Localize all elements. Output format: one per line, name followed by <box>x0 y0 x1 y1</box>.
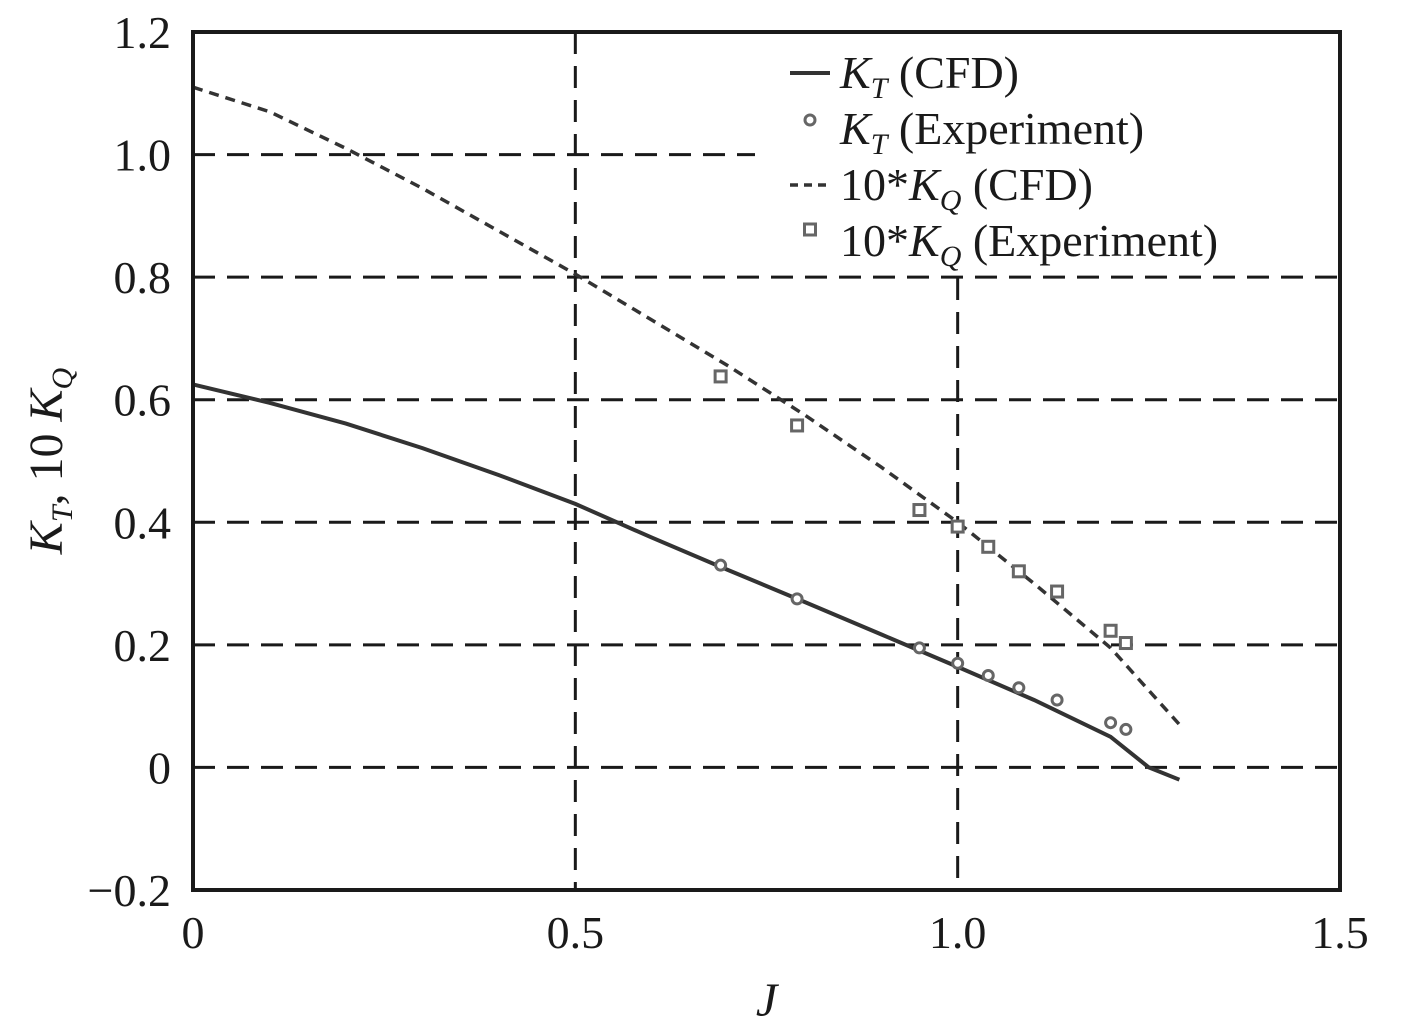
y-axis-title: KT, 10 KQ <box>20 367 79 555</box>
legend-subscript: T <box>871 128 890 161</box>
y-tick-label: 1.0 <box>114 130 172 181</box>
kq-experiment-point <box>1011 564 1026 579</box>
kq-experiment-point <box>981 539 996 554</box>
legend-suffix: (Experiment) <box>961 215 1218 266</box>
y-axis-symbol-2: K <box>20 386 73 422</box>
kq-experiment-point <box>1050 584 1065 599</box>
legend-suffix: (Experiment) <box>887 103 1144 154</box>
legend-symbol: K <box>839 47 873 98</box>
kt-experiment-point <box>981 669 995 682</box>
x-tick-label: 1.0 <box>929 907 987 958</box>
axis-ticks: 0 0.5 1.0 1.5−0.200.20.40.60.81.01.2 <box>88 7 1369 958</box>
kt-cfd-line <box>192 382 1181 782</box>
kq-experiment-point <box>1103 623 1118 638</box>
plot-series <box>192 85 1181 782</box>
plot-frame <box>191 30 1342 892</box>
kt-experiment-point <box>1104 716 1118 730</box>
kt-experiment-point <box>951 656 965 670</box>
legend-label: KT (Experiment) <box>839 103 1144 161</box>
kq-experiment-point <box>1118 636 1133 651</box>
y-tick-label: 0.6 <box>114 375 172 426</box>
y-tick-label: 0.2 <box>114 620 172 671</box>
legend-swatch-kt-experiment <box>803 113 817 127</box>
kq-experiment-point <box>713 369 728 384</box>
kt-experiment-point <box>1050 693 1064 707</box>
kt-experiment-point <box>714 558 728 572</box>
x-tick-label: 1.5 <box>1311 907 1369 958</box>
kq-cfd-line <box>192 85 1181 726</box>
kt-experiment-point <box>1012 681 1026 695</box>
legend-symbol: K <box>908 215 942 266</box>
y-tick-label: 1.2 <box>114 7 172 58</box>
legend: KT (CFD)KT (Experiment)10*KQ (CFD)10*KQ … <box>790 47 1218 273</box>
legend-subscript: Q <box>940 184 962 217</box>
y-axis-subscript-1: T <box>46 503 79 522</box>
x-axis-title: J <box>756 974 780 1027</box>
y-axis-separator: , 10 <box>20 421 73 505</box>
legend-subscript: Q <box>940 240 962 273</box>
legend-suffix: (CFD) <box>961 159 1093 210</box>
x-tick-label: 0 <box>182 907 205 958</box>
legend-prefix: 10* <box>840 215 909 266</box>
legend-swatch-kq-experiment <box>803 222 817 237</box>
y-tick-label: 0.8 <box>114 252 172 303</box>
grid-lines <box>193 32 1340 890</box>
x-tick-label: 0.5 <box>547 907 605 958</box>
legend-label: 10*KQ (Experiment) <box>840 215 1218 273</box>
y-tick-label: 0.4 <box>114 497 172 548</box>
y-axis-symbol-1: K <box>20 519 73 555</box>
legend-label: KT (CFD) <box>839 47 1019 105</box>
legend-label: 10*KQ (CFD) <box>840 159 1093 217</box>
y-tick-label: 0 <box>148 742 171 793</box>
kq-experiment-point <box>912 503 927 518</box>
kt-experiment-point <box>1119 722 1133 736</box>
kt-experiment-point <box>790 592 804 606</box>
y-tick-label: −0.2 <box>88 865 171 916</box>
legend-symbol: K <box>839 103 873 154</box>
kq-experiment-point <box>790 418 805 433</box>
legend-subscript: T <box>871 72 890 105</box>
y-axis-subscript-2: Q <box>46 367 79 389</box>
legend-suffix: (CFD) <box>887 47 1019 98</box>
legend-symbol: K <box>908 159 942 210</box>
kt-experiment-point <box>912 641 926 655</box>
legend-prefix: 10* <box>840 159 909 210</box>
kq-experiment-point <box>950 519 965 534</box>
